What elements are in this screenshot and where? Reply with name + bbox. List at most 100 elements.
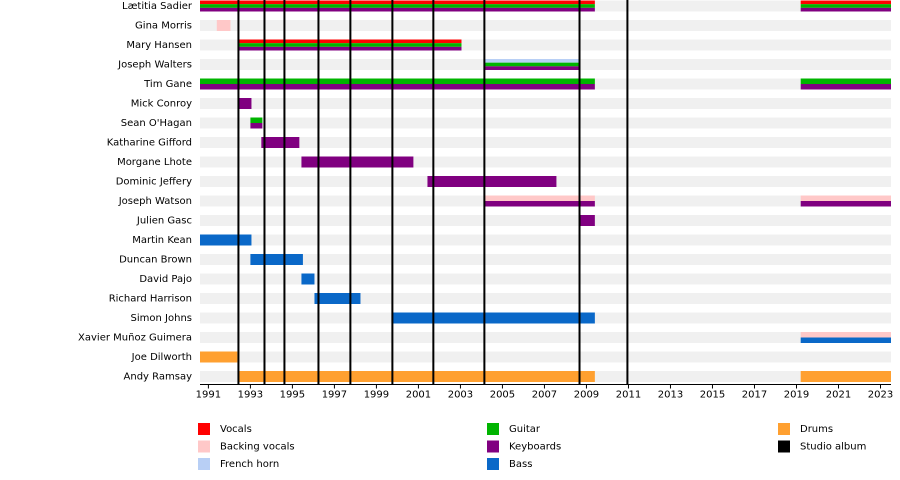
member-label: Martin Kean: [132, 235, 192, 246]
x-tick-label: 1997: [322, 390, 347, 401]
x-tick-label: 2001: [406, 390, 431, 401]
x-tick-label: 2003: [448, 390, 473, 401]
role-bar: [200, 84, 595, 90]
member-label: Simon Johns: [131, 313, 192, 324]
legend-label: Vocals: [220, 424, 252, 435]
role-bar: [250, 117, 263, 123]
role-bar: [800, 0, 891, 5]
member-label: Andy Ramsay: [124, 372, 193, 383]
role-bar: [238, 98, 252, 109]
role-bar: [800, 84, 891, 90]
role-bar: [200, 234, 252, 246]
role-bar: [484, 59, 580, 63]
member-label: Sean O'Hagan: [121, 118, 192, 129]
member-label: Mick Conroy: [131, 99, 192, 110]
x-tick-label: 2017: [742, 390, 767, 401]
role-bar: [800, 195, 891, 201]
role-bar: [200, 4, 595, 8]
x-tick-label: 2013: [658, 390, 683, 401]
legend-label: Drums: [800, 424, 833, 435]
role-bar: [301, 156, 414, 168]
x-tick-label: 1993: [238, 390, 263, 401]
row-stripe: [200, 39, 891, 51]
legend-swatch: [198, 440, 210, 453]
role-bar: [484, 62, 580, 67]
role-bar: [800, 7, 891, 12]
member-label: Richard Harrison: [109, 294, 192, 305]
row-stripe: [200, 293, 891, 304]
legend-label: Bass: [509, 459, 532, 470]
role-bar: [484, 201, 595, 207]
role-bar: [800, 78, 891, 84]
role-bar: [800, 371, 891, 382]
row-stripe: [200, 273, 891, 285]
role-bar: [250, 123, 263, 129]
member-label: Lætitia Sadier: [122, 1, 193, 12]
member-label: Julien Gasc: [136, 216, 192, 227]
legend-label: Backing vocals: [220, 442, 295, 453]
member-label: Katharine Gifford: [107, 138, 192, 149]
x-tick-label: 2007: [532, 390, 557, 401]
x-tick-label: 2015: [700, 390, 725, 401]
x-tick-label: 2005: [490, 390, 515, 401]
legend-label: French horn: [220, 459, 279, 470]
row-stripe: [200, 98, 891, 109]
role-bar: [261, 137, 300, 148]
row-stripe: [200, 156, 891, 168]
member-label: Gina Morris: [135, 21, 192, 32]
role-bar: [200, 78, 595, 84]
x-tick-label: 1995: [280, 390, 305, 401]
role-bar: [579, 215, 595, 226]
role-bar: [427, 176, 557, 187]
member-label: Duncan Brown: [119, 255, 192, 266]
legend-label: Guitar: [509, 424, 541, 435]
x-tick-label: 2023: [868, 390, 893, 401]
legend-label: Keyboards: [509, 442, 561, 453]
member-label: Mary Hansen: [126, 40, 192, 51]
role-bar: [301, 273, 315, 285]
legend-swatch: [198, 423, 210, 435]
row-stripe: [200, 137, 891, 148]
member-label: Tim Gane: [143, 79, 192, 90]
role-bar: [314, 293, 361, 304]
legend-label: Studio album: [800, 442, 866, 453]
row-stripe: [200, 20, 891, 31]
role-bar: [238, 371, 595, 382]
role-bar: [200, 351, 238, 363]
x-tick-label: 1991: [196, 390, 221, 401]
role-bar: [800, 201, 891, 207]
x-tick-label: 1999: [364, 390, 389, 401]
legend-swatch: [778, 423, 790, 435]
x-tick-label: 2021: [826, 390, 851, 401]
row-stripe: [200, 351, 891, 363]
member-label: Joe Dilworth: [131, 352, 192, 363]
role-bar: [200, 7, 595, 12]
legend-swatch: [487, 458, 499, 470]
member-label: Dominic Jeffery: [116, 177, 192, 188]
role-bar: [484, 195, 595, 201]
row-stripe: [200, 117, 891, 129]
role-bar: [800, 332, 891, 338]
legend-swatch: [487, 440, 499, 453]
legend-swatch: [778, 440, 790, 453]
member-label: Joseph Walters: [117, 60, 192, 71]
legend-swatch: [487, 423, 499, 435]
role-bar: [484, 66, 580, 70]
x-tick-label: 2019: [784, 390, 809, 401]
role-bar: [800, 4, 891, 8]
legend-swatch: [198, 458, 210, 470]
x-tick-label: 2009: [574, 390, 599, 401]
member-label: Xavier Muñoz Guimera: [78, 333, 192, 344]
row-stripe: [200, 234, 891, 246]
role-bar: [250, 254, 303, 265]
row-stripe: [200, 254, 891, 265]
role-bar: [800, 337, 891, 343]
role-bar: [200, 0, 595, 5]
row-stripe: [200, 332, 891, 343]
row-stripe: [200, 215, 891, 226]
member-label: David Pajo: [139, 274, 192, 285]
role-bar: [392, 312, 595, 324]
member-label: Morgane Lhote: [117, 157, 192, 168]
role-bar: [216, 20, 231, 31]
